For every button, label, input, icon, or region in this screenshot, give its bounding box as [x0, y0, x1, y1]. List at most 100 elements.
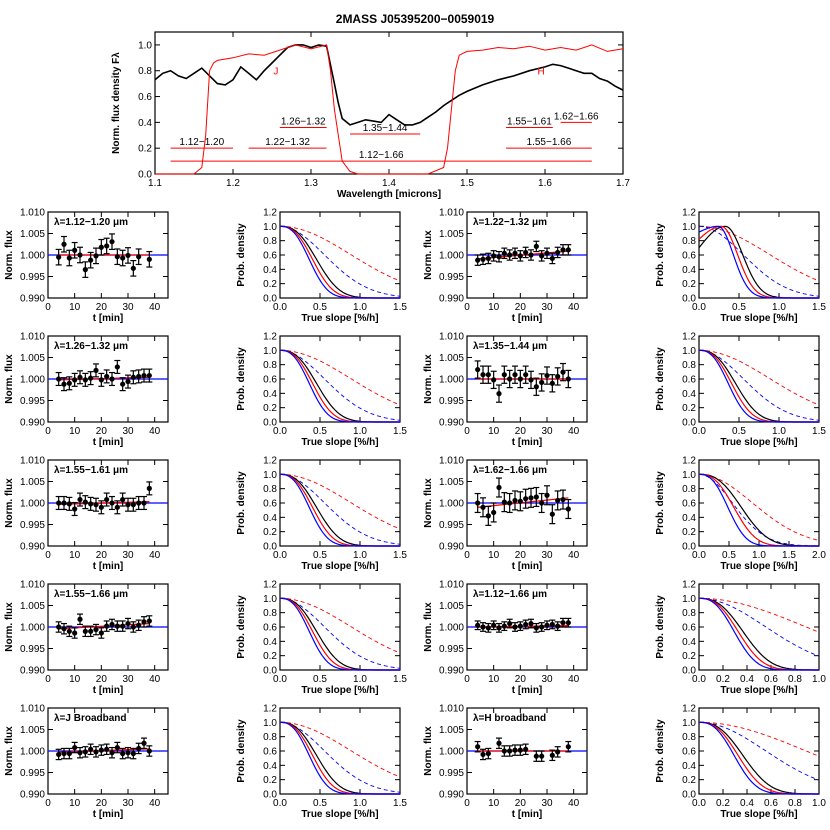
- lc9-point: [109, 750, 115, 756]
- pd3-ytick-label: 1.0: [263, 346, 277, 357]
- lc1-point: [109, 239, 115, 245]
- pd8-ytick-label: 1.2: [682, 580, 696, 591]
- pd8-frame: [698, 583, 820, 671]
- pd2-curve-blue: [698, 225, 819, 299]
- lc5-xtick-label: 0: [45, 550, 51, 561]
- pd5-ytick-label: 0.4: [263, 513, 277, 524]
- lc3-point: [120, 381, 126, 387]
- pd10-ytick-label: 0.0: [682, 790, 696, 801]
- lc5-point: [104, 496, 110, 503]
- pd9-ytick-label: 1.2: [263, 704, 277, 715]
- pd3-curve-dr: [280, 349, 401, 406]
- lc1-point: [61, 241, 67, 247]
- pd2-xtick-label: 0.5: [732, 302, 746, 313]
- lc6-point: [475, 500, 481, 506]
- lc10-point: [485, 750, 491, 757]
- lc9-point: [66, 750, 72, 757]
- pd9-curve-blue: [279, 721, 400, 795]
- lc8-xtick-label: 40: [568, 674, 580, 685]
- lc7-point: [130, 624, 136, 630]
- pd8-ylabel: Prob. density: [655, 595, 666, 659]
- lc3-point: [98, 377, 104, 383]
- pd2-xtick-label: 1.0: [772, 302, 786, 313]
- lc1-point: [66, 255, 72, 261]
- lc6-ytick-label: 1.005: [439, 477, 464, 488]
- lc10-xtick-label: 30: [541, 798, 553, 809]
- pd3-ytick-label: 0.4: [263, 389, 277, 400]
- pdf-panel-pd6: 0.0 0.5 1.0 1.5 2.0 0.0 0.2 0.4 0.6 0.8 1.0 1.2 True…: [655, 456, 826, 573]
- pd6-ytick-label: 1.0: [682, 470, 696, 481]
- pd8-ytick-label: 0.2: [682, 651, 696, 662]
- lc4-ytick-label: 0.995: [439, 396, 464, 407]
- lc4-point: [496, 391, 502, 397]
- pd4-ylabel: Prob. density: [655, 347, 666, 411]
- pd6-curve-blue: [698, 473, 819, 547]
- lc10-band-label: λ=H broadband: [473, 713, 546, 724]
- lc5-point: [56, 500, 62, 506]
- pd6-ytick-label: 1.2: [682, 456, 696, 467]
- pd9-curve-db: [279, 721, 401, 793]
- pd7-ytick-label: 0.4: [263, 637, 277, 648]
- lc6-point: [485, 513, 491, 519]
- lc10-point: [496, 740, 502, 746]
- figure-title: 2MASS J05395200−0059019: [336, 12, 495, 26]
- lc10-ytick-label: 0.990: [439, 790, 464, 801]
- lc1-xtick-label: 30: [122, 302, 134, 313]
- pd2-ylabel: Prob. density: [655, 223, 666, 287]
- lc3-point: [93, 367, 99, 373]
- lc5-point: [72, 506, 78, 512]
- pd3-ytick-label: 0.2: [263, 403, 277, 414]
- lc6-fit-line: [477, 497, 569, 508]
- pd2-ytick-label: 0.4: [682, 265, 696, 276]
- pd1-xtick-label: 0.5: [313, 302, 327, 313]
- lc10-point: [549, 752, 555, 758]
- pd7-curve-db: [279, 597, 401, 669]
- lc6-point: [491, 509, 497, 516]
- lc5-point: [136, 500, 142, 506]
- pd1-xtick-label: 0.0: [273, 302, 287, 313]
- lightcurve-panel-lc6: 0 10 20 30 40 0.990 0.995 1.000 1.005 1.010 t [min…: [423, 456, 588, 572]
- lc1-xtick-label: 10: [69, 302, 81, 313]
- lc3-point: [72, 377, 78, 383]
- lc2-point: [528, 252, 534, 258]
- pd6-ytick-label: 0.8: [682, 484, 696, 495]
- lc4-point: [528, 377, 534, 383]
- lc10-point: [517, 747, 523, 753]
- pd5-ytick-label: 0.6: [263, 499, 277, 510]
- pd4-xtick-label: 1.5: [812, 426, 826, 437]
- lc5-point: [114, 504, 120, 510]
- lightcurve-panel-lc10: 0 10 20 30 40 0.990 0.995 1.000 1.005 1.010 t [min…: [423, 704, 588, 820]
- pd9-ylabel: Prob. density: [236, 719, 247, 783]
- lc5-point: [125, 502, 131, 508]
- lc2-point: [501, 250, 507, 256]
- lc9-ytick-label: 1.005: [20, 725, 45, 736]
- lc3-point: [141, 372, 147, 379]
- pd7-curve-dr: [280, 597, 401, 654]
- lc5-xtick-label: 20: [96, 550, 108, 561]
- lc3-point: [61, 381, 67, 387]
- lc5-point: [82, 499, 88, 505]
- lc9-point: [104, 746, 110, 752]
- spectrum-panel: 1.1 1.2 1.3 1.4 1.5 1.6 1.7 0.0 0.2 0.4 0.6 0.8 1.0 W…: [111, 31, 630, 200]
- pd4-ytick-label: 0.8: [682, 360, 696, 371]
- lc7-ytick-label: 1.005: [20, 601, 45, 612]
- lc5-ylabel: Norm. flux: [4, 478, 15, 528]
- pdf-panel-pd1: 0.0 0.5 1.0 1.5 0.0 0.2 0.4 0.6 0.8 1.0 1.2 True sl…: [236, 208, 407, 325]
- lc7-point: [66, 628, 72, 634]
- lc4-point: [555, 373, 561, 380]
- lc2-ytick-label: 0.995: [439, 272, 464, 283]
- lc5-point: [93, 502, 99, 508]
- lc4-ytick-label: 1.000: [439, 375, 464, 386]
- pd5-ytick-label: 1.0: [263, 470, 277, 481]
- lc6-xtick-label: 30: [541, 550, 553, 561]
- pd6-xtick-label: 2.0: [812, 550, 826, 561]
- pdf-panel-pd7: 0.0 0.5 1.0 1.5 0.0 0.2 0.4 0.6 0.8 1.0 1.2 True sl…: [236, 580, 407, 697]
- lc1-point: [98, 244, 104, 250]
- lc5-point: [141, 500, 147, 506]
- pd3-xtick-label: 0.0: [273, 426, 287, 437]
- pd10-ytick-label: 0.4: [682, 761, 696, 772]
- spectrum-xlabel: Wavelength [microns]: [337, 189, 441, 200]
- pd4-curve-dr: [699, 349, 820, 406]
- pd10-xlabel: True slope [%/h]: [720, 809, 797, 820]
- lc9-point: [98, 747, 104, 753]
